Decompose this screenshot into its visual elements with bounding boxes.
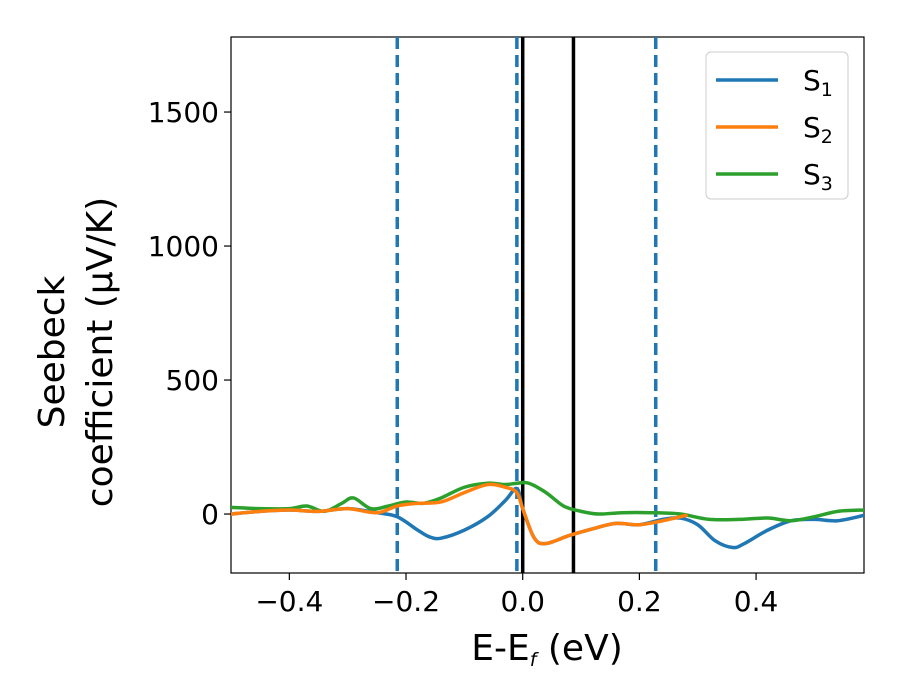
- legend-label-s1: S1: [803, 64, 833, 101]
- y-axis-label-line2: coefficient (μV/K): [80, 197, 121, 507]
- x-axis-label: E-Ef (eV): [471, 628, 623, 671]
- y-axis-label-line1: Seebeck: [32, 275, 73, 428]
- x-tick-label: −0.2: [372, 585, 440, 618]
- x-axis: −0.4 −0.2 0.0 0.2 0.4: [255, 573, 778, 618]
- y-tick-label: 0: [201, 498, 219, 531]
- x-tick-label: −0.4: [255, 585, 323, 618]
- x-axis-label-main: E-E: [471, 628, 529, 669]
- y-axis: 0 500 1000 1500: [148, 96, 231, 531]
- y-tick-label: 500: [166, 364, 219, 397]
- legend-label-s2: S2: [803, 111, 833, 148]
- x-tick-label: 0.2: [617, 585, 662, 618]
- legend: S1 S2 S3: [705, 51, 849, 200]
- series-layer: [231, 480, 864, 550]
- legend-label-s3: S3: [803, 158, 833, 195]
- y-tick-label: 1000: [148, 230, 219, 263]
- x-tick-label: 0.0: [500, 585, 545, 618]
- y-axis-label: Seebeck coefficient (μV/K): [32, 197, 121, 507]
- series-line-s2: [231, 482, 688, 546]
- y-tick-label: 1500: [148, 96, 219, 129]
- x-axis-label-sub: f: [530, 649, 540, 671]
- x-tick-label: 0.4: [734, 585, 779, 618]
- x-axis-label-suffix: (eV): [536, 628, 622, 669]
- series-line-s3: [231, 480, 864, 523]
